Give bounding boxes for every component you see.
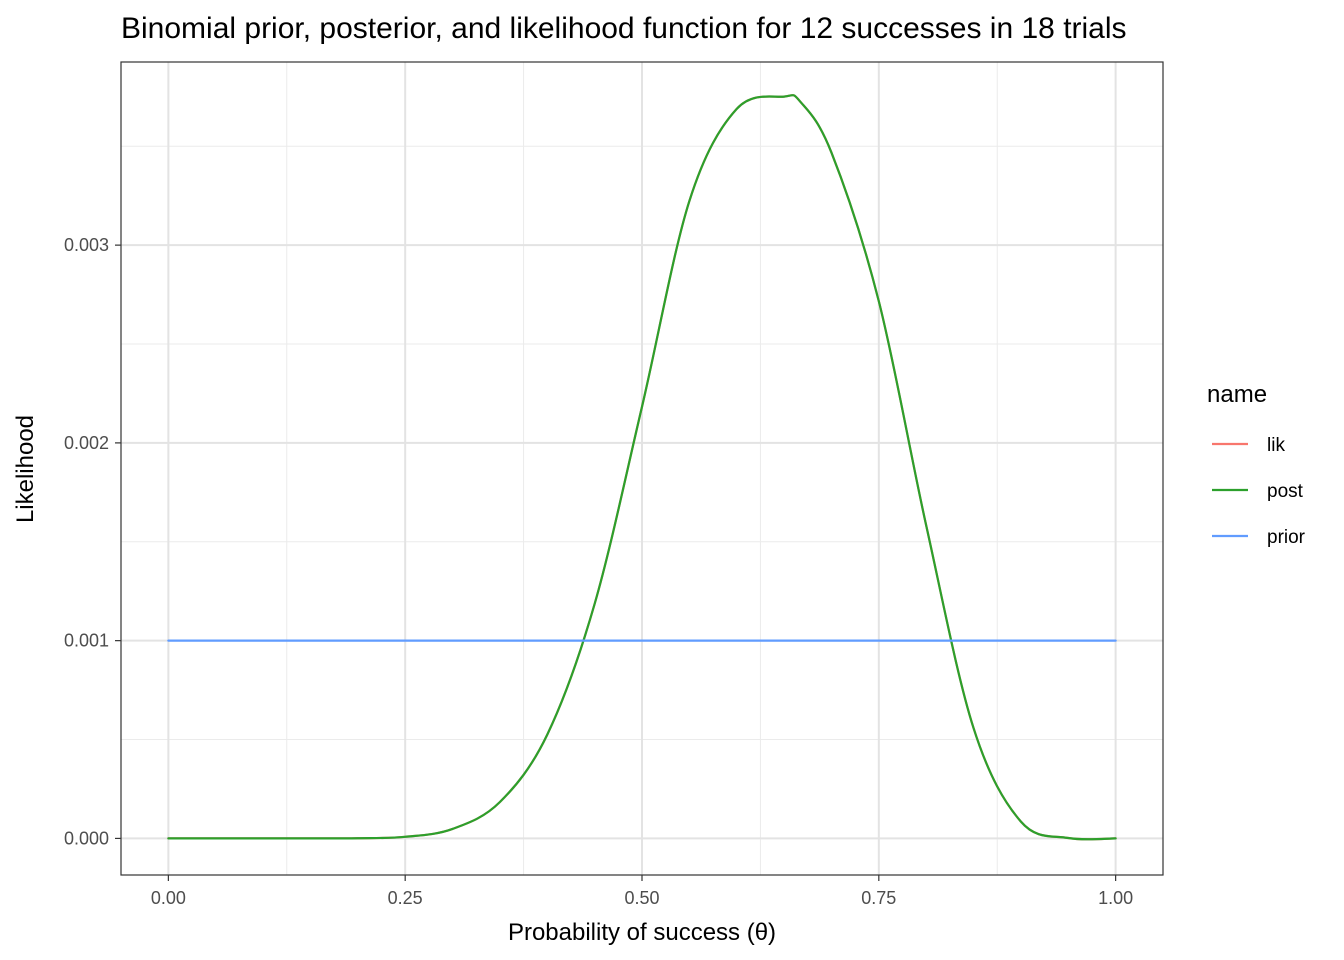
y-tick-label: 0.002 — [64, 433, 109, 453]
series-line-post — [167, 94, 1117, 841]
y-axis-ticks: 0.000 0.001 0.002 0.003 — [64, 235, 121, 848]
legend-label-post: post — [1267, 481, 1304, 502]
chart-title: Binomial prior, posterior, and likelihoo… — [121, 12, 1127, 45]
y-tick-label: 0.003 — [64, 235, 109, 255]
plot-area — [120, 61, 1164, 876]
x-tick-label: 0.25 — [388, 888, 423, 908]
y-tick-label: 0.001 — [64, 631, 109, 651]
y-tick-label: 0.000 — [64, 828, 109, 848]
x-tick-label: 0.50 — [624, 888, 659, 908]
y-axis-title: Likelihood — [12, 415, 39, 523]
series-layer — [167, 94, 1117, 841]
x-axis-ticks: 0.00 0.25 0.50 0.75 1.00 — [151, 875, 1133, 908]
legend: name lik post prior — [1207, 381, 1306, 548]
x-tick-label: 0.75 — [861, 888, 896, 908]
x-tick-label: 0.00 — [151, 888, 186, 908]
legend-label-lik: lik — [1267, 435, 1285, 456]
legend-title: name — [1207, 381, 1267, 408]
legend-label-prior: prior — [1267, 527, 1306, 548]
x-tick-label: 1.00 — [1098, 888, 1133, 908]
x-axis-title: Probability of success (θ) — [508, 919, 776, 946]
